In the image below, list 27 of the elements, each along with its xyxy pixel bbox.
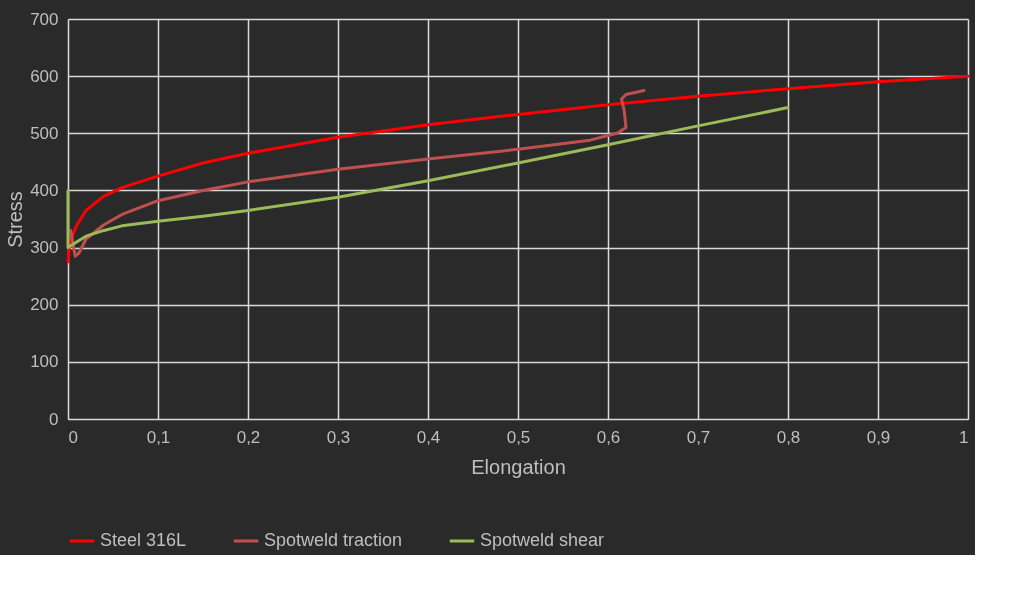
x-tick-label: 1 [959, 427, 969, 447]
legend-label: Spotweld shear [480, 530, 605, 550]
x-tick-label: 0,9 [866, 427, 891, 447]
x-axis-title: Elongation [471, 455, 566, 478]
line-series [66, 106, 790, 250]
y-tick-label: 200 [30, 295, 59, 315]
y-tick-label: 500 [30, 123, 59, 143]
y-tick-label: 400 [30, 180, 59, 200]
x-tick-label: 0 [68, 427, 78, 447]
x-tick-label: 0,5 [506, 427, 531, 447]
y-tick-label: 300 [30, 238, 59, 258]
line-series [66, 74, 970, 264]
x-tick-label: 0,2 [236, 427, 261, 447]
y-axis-title: Stress [4, 191, 27, 248]
line-series [69, 88, 646, 258]
legend-label: Spotweld traction [264, 530, 403, 550]
legend-label: Steel 316L [100, 530, 187, 550]
x-tick-label: 0,8 [776, 427, 801, 447]
y-tick-label: 700 [30, 9, 59, 29]
x-tick-label: 0,4 [416, 427, 441, 447]
y-tick-label: 100 [30, 352, 59, 372]
y-tick-label: 600 [30, 66, 59, 86]
x-tick-label: 0,3 [326, 427, 351, 447]
x-tick-label: 0,7 [686, 427, 711, 447]
x-tick-label: 0,1 [146, 427, 171, 447]
y-tick-label: 0 [49, 409, 59, 429]
x-tick-label: 0,6 [596, 427, 621, 447]
